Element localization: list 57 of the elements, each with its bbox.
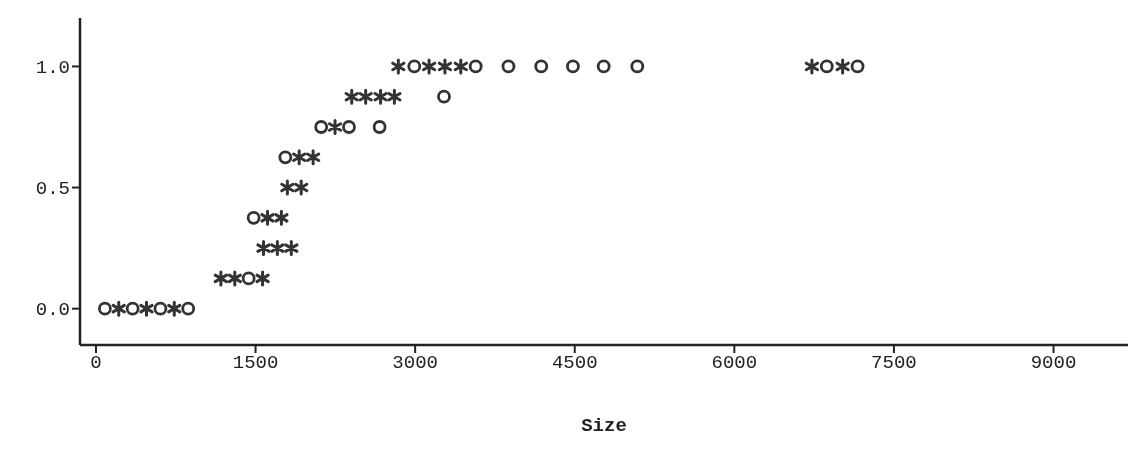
point (835, 58, 850, 75)
point (421, 58, 437, 75)
point (391, 58, 406, 75)
x-tick-label: 7500 (871, 352, 917, 375)
x-tick-label: 6000 (711, 352, 758, 375)
point (227, 270, 242, 287)
point (344, 88, 359, 105)
point (850, 59, 865, 74)
x-tick-label: 3000 (392, 352, 438, 375)
point (274, 209, 289, 226)
point (260, 209, 275, 226)
point (284, 240, 299, 257)
x-tick-label: 9000 (1030, 352, 1077, 375)
x-tick-label: 4500 (551, 352, 598, 375)
point (468, 59, 483, 74)
x-axis-title: Size (581, 415, 627, 437)
point (358, 88, 373, 105)
point (804, 58, 820, 75)
point (501, 59, 516, 74)
point (292, 149, 307, 166)
point (342, 120, 356, 134)
point (270, 240, 285, 257)
point (437, 89, 451, 104)
point (125, 301, 140, 316)
point (241, 271, 256, 286)
point (256, 240, 271, 257)
point (255, 270, 270, 287)
y-tick-label: 1.0 (35, 57, 70, 80)
point (305, 149, 321, 166)
x-tick-label: 1500 (232, 352, 279, 375)
point (819, 59, 834, 74)
point (280, 179, 295, 196)
point (314, 120, 329, 134)
point (294, 179, 309, 196)
x-tick-label: 0 (90, 352, 102, 375)
point (566, 59, 580, 74)
point (596, 59, 611, 74)
point (387, 88, 402, 105)
y-tick-label: 0.0 (35, 299, 70, 322)
point (181, 301, 196, 316)
point (213, 270, 228, 287)
point (139, 300, 154, 317)
y-tick-label: 0.5 (35, 178, 70, 201)
point (437, 58, 453, 75)
point (153, 301, 168, 316)
point (111, 300, 126, 317)
point (327, 119, 343, 135)
point (630, 59, 645, 74)
point (407, 59, 422, 74)
point (373, 88, 388, 105)
point (372, 120, 387, 134)
point (167, 300, 182, 317)
point (278, 150, 293, 165)
point (98, 301, 112, 316)
point (453, 58, 468, 75)
point (534, 59, 549, 74)
point (246, 210, 261, 225)
